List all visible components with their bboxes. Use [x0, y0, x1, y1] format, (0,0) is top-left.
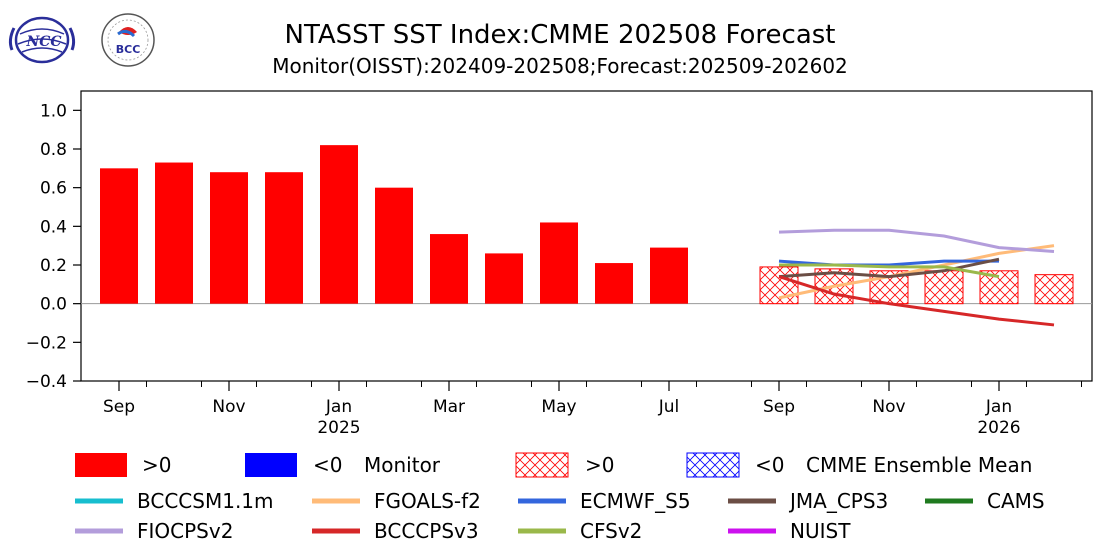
legend-label-bcccsm1-1m: BCCCSM1.1m: [137, 489, 274, 513]
legend-mean-pos-swatch: [515, 452, 569, 478]
x-tick-label: Sep: [763, 397, 795, 417]
monitor-bar-2025-02: [375, 187, 413, 304]
y-tick-label: 1.0: [40, 101, 67, 121]
monitor-bar-2025-04: [485, 253, 523, 304]
legend-monitor-neg-label: <0: [313, 453, 342, 477]
model-line-bcccpsv3: [778, 275, 1055, 327]
legend-mean-pos-label: >0: [585, 453, 614, 477]
legend-monitor-neg-swatch: [245, 453, 297, 477]
legend-label-bcccpsv3: BCCCPSv3: [374, 519, 479, 543]
legend-monitor-group-label: Monitor: [364, 453, 441, 477]
ensemble-bar-2025-12: [924, 270, 964, 305]
legend-label-ecmwf-s5: ECMWF_S5: [580, 489, 691, 513]
legend-label-jma-cps3: JMA_CPS3: [788, 489, 888, 513]
x-tick-label: Nov: [872, 397, 905, 417]
x-tick-label: Mar: [433, 397, 465, 417]
bcc-logo-text: BCC: [116, 43, 141, 56]
monitor-bar-2024-10: [155, 162, 193, 304]
y-tick-label: 0.6: [40, 179, 67, 199]
y-tick-label: 0.8: [40, 140, 67, 160]
legend-monitor-pos-swatch: [75, 453, 127, 477]
model-line-jma-cps3: [778, 257, 1000, 279]
model-line-fgoals-f2: [778, 244, 1055, 300]
y-tick-label: −0.2: [26, 333, 67, 353]
monitor-bar-2025-07: [650, 247, 688, 304]
ncc-logo: NCC: [8, 16, 76, 64]
ensemble-bar-2026-02: [1034, 274, 1074, 305]
legend: >0 <0 Monitor >0 <0 CMME Ensemble Mean BCCCSM1…: [75, 452, 1045, 543]
legend-label-cams: CAMS: [987, 489, 1045, 513]
bcc-logo: BCC: [101, 13, 155, 67]
monitor-bar-2025-03: [430, 234, 468, 304]
monitor-bar-2025-01: [320, 145, 358, 304]
y-tick-label: 0.2: [40, 256, 67, 276]
x-tick-label: Sep: [103, 397, 135, 417]
monitor-bar-2024-09: [100, 168, 138, 304]
legend-mean-group-label: CMME Ensemble Mean: [806, 453, 1032, 477]
monitor-bar-2025-06: [595, 263, 633, 304]
monitor-bar-2025-05: [540, 222, 578, 304]
legend-label-nuist: NUIST: [790, 519, 851, 543]
ensemble-bar-2026-01: [979, 270, 1019, 305]
legend-label-cfsv2: CFSv2: [580, 519, 642, 543]
x-tick-label: Jan: [985, 397, 1012, 417]
legend-mean-neg-label: <0: [755, 453, 784, 477]
x-tick-year: 2026: [977, 418, 1020, 438]
y-tick-label: 0.0: [40, 295, 67, 315]
x-tick-label: Nov: [212, 397, 245, 417]
chart-title: NTASST SST Index:CMME 202508 Forecast: [285, 20, 836, 50]
model-line-cfsv2: [779, 263, 1000, 279]
chart-subtitle: Monitor(OISST):202409-202508;Forecast:20…: [272, 54, 848, 78]
plot-layer: [81, 145, 1092, 327]
model-line-fiocpsv2: [778, 228, 1055, 253]
x-tick-label: May: [541, 397, 576, 417]
monitor-bar-2024-11: [210, 172, 248, 304]
legend-mean-neg-swatch: [686, 452, 740, 478]
legend-label-fgoals-f2: FGOALS-f2: [374, 489, 481, 513]
ncc-logo-text: NCC: [25, 34, 61, 50]
x-tick-label: Jan: [325, 397, 352, 417]
ensemble-bar-2025-09: [759, 266, 799, 305]
y-tick-label: −0.4: [26, 372, 67, 392]
x-tick-year: 2025: [317, 418, 360, 438]
x-tick-label: Jul: [658, 397, 680, 417]
legend-monitor-pos-label: >0: [142, 453, 171, 477]
monitor-bar-2024-12: [265, 172, 303, 304]
y-tick-label: 0.4: [40, 217, 67, 237]
legend-label-fiocpsv2: FIOCPSv2: [137, 519, 233, 543]
